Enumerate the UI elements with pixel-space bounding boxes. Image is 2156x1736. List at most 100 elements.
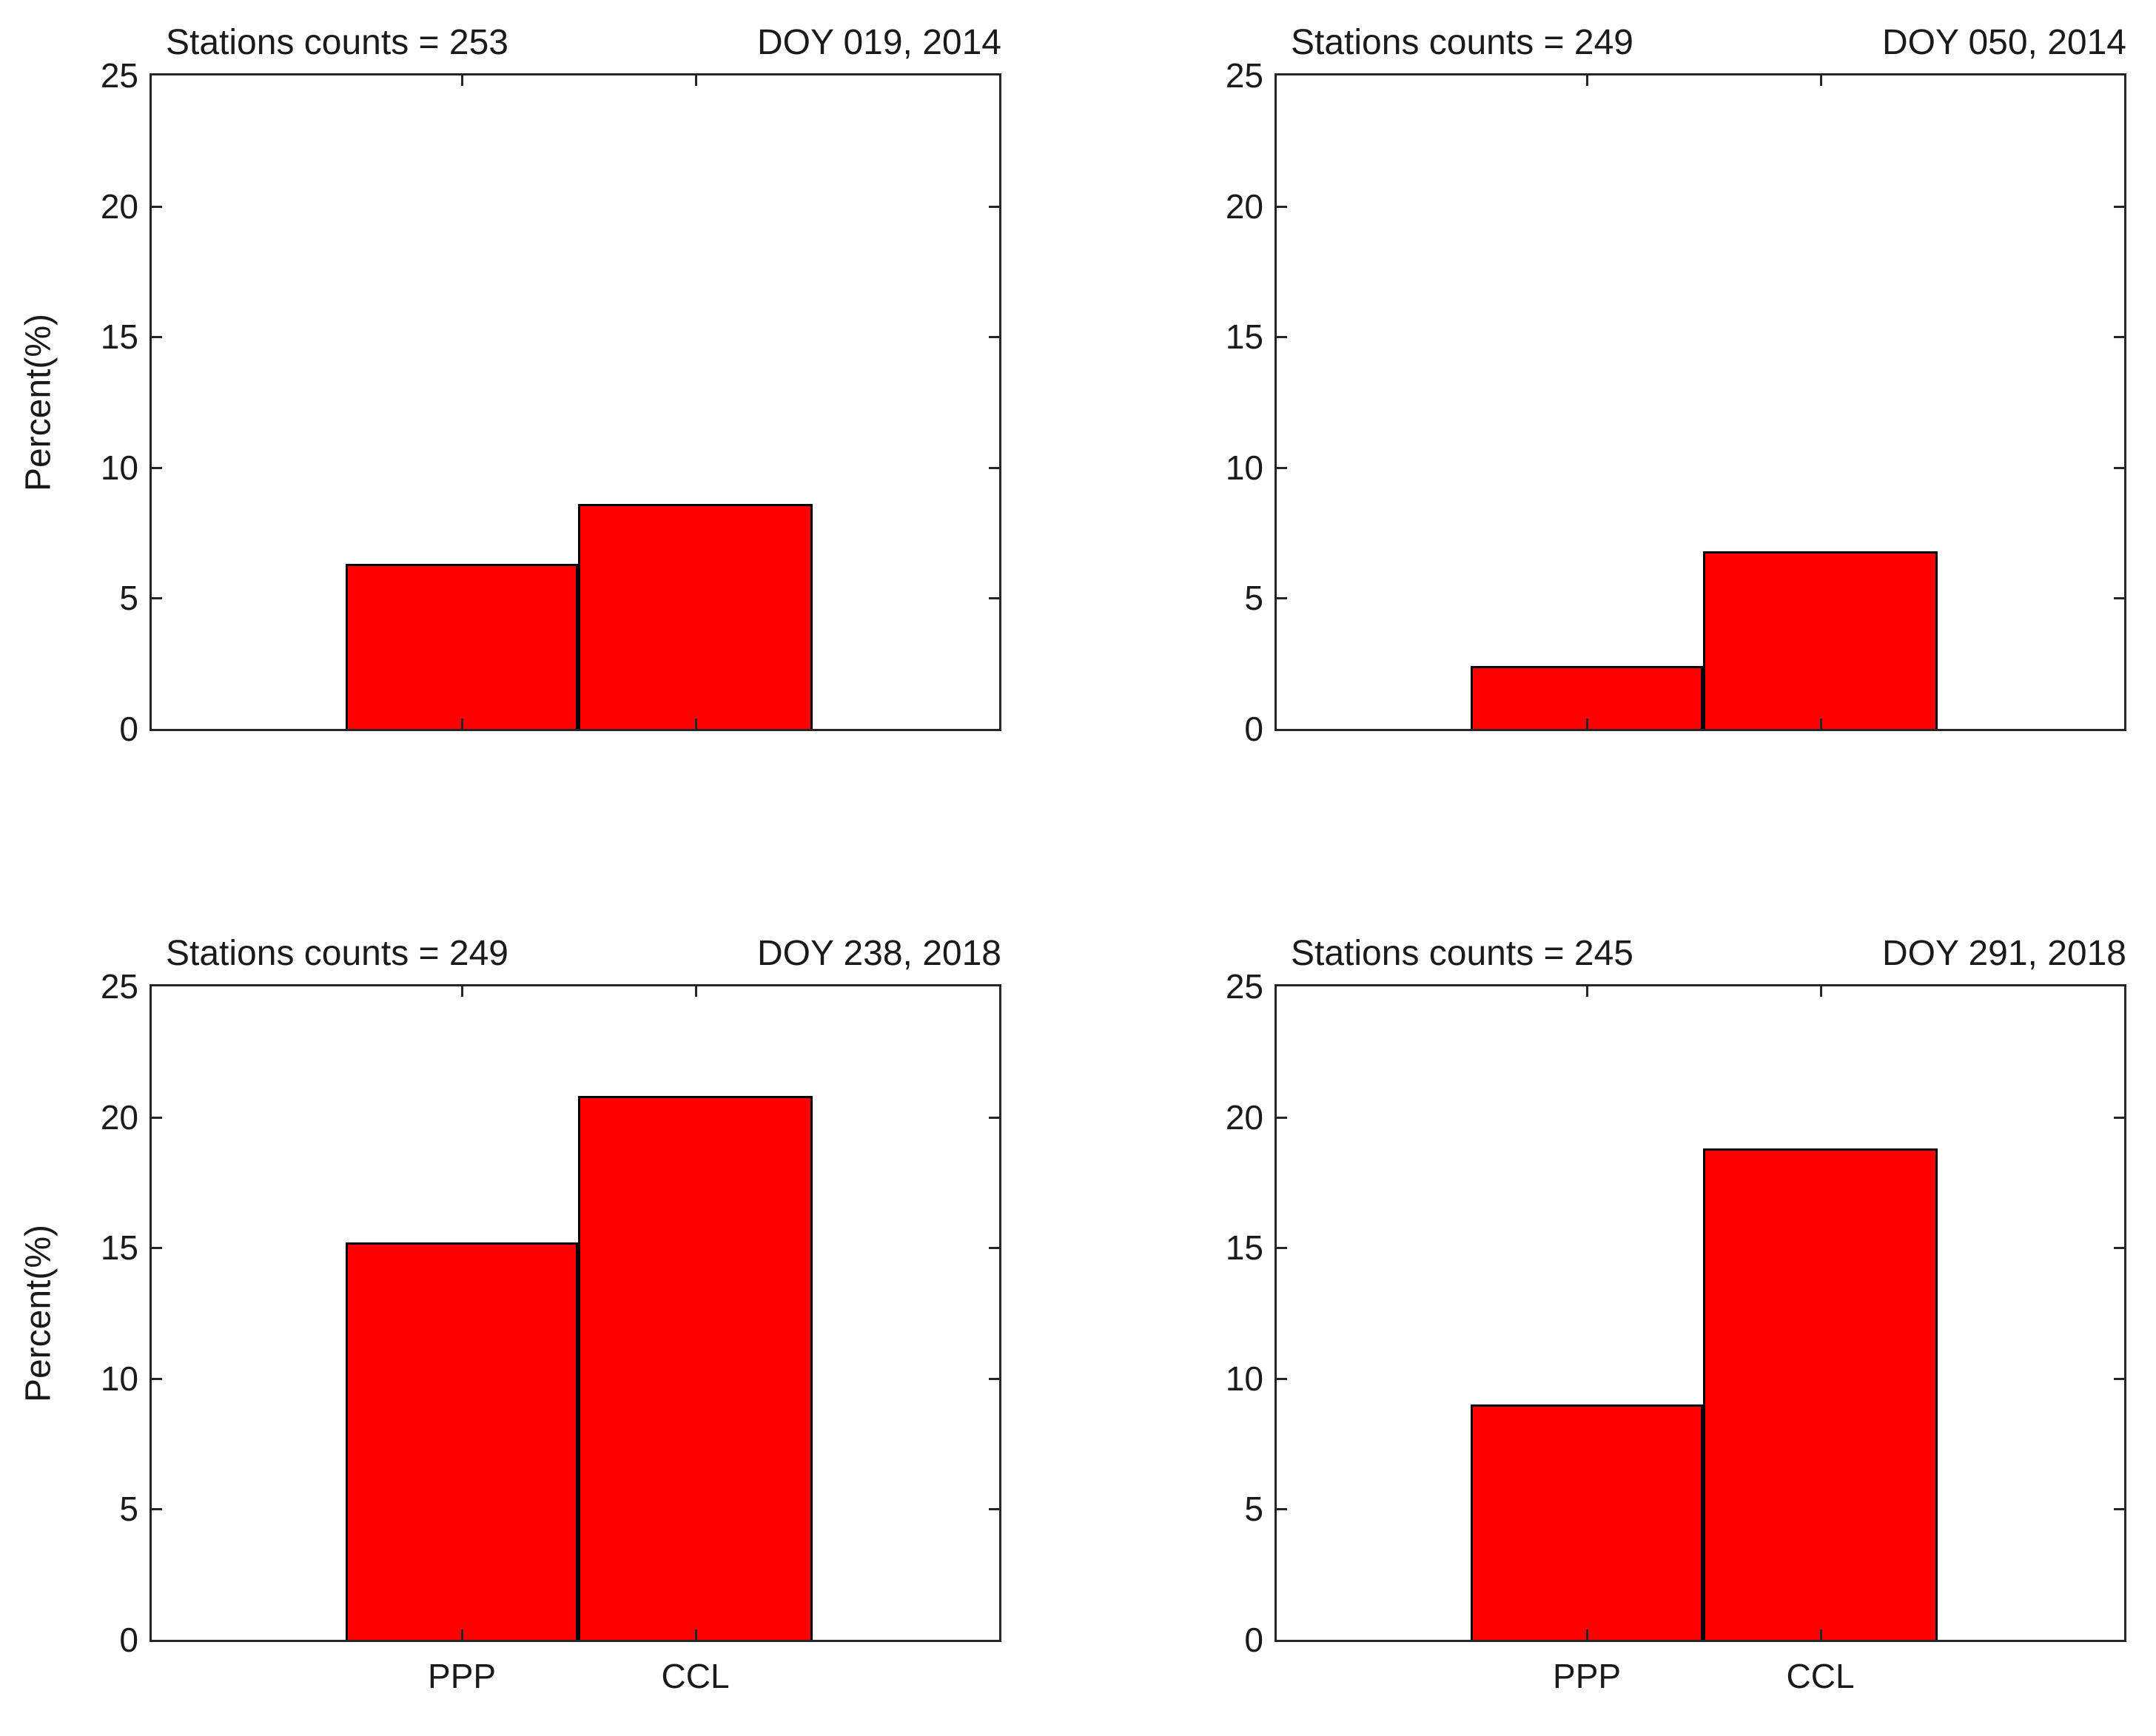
y-tick-label: 25 (100, 56, 138, 95)
y-tick-label: 15 (100, 317, 138, 357)
subplot-doy-238-2018: Stations counts = 249 DOY 238, 2018 Perc… (19, 934, 1001, 1693)
bar-ccl (577, 1096, 813, 1640)
y-tick-label: 25 (100, 967, 138, 1006)
y-tick-mark (2114, 597, 2124, 600)
x-tick-label-ccl: CCL (1786, 1657, 1855, 1695)
y-tick-label: 25 (1225, 56, 1263, 95)
y-tick-label: 20 (1225, 186, 1263, 226)
subplot-title: Stations counts = 249 DOY 050, 2014 (1275, 23, 2126, 63)
y-tick-mark (1277, 1247, 1287, 1250)
y-axis-label: Percent(%) (19, 313, 58, 491)
y-tick-label: 15 (1225, 1228, 1263, 1268)
x-tick-mark (461, 75, 464, 86)
y-tick-mark (152, 466, 162, 469)
stations-count-text: Stations counts = 249 (166, 934, 508, 974)
stations-count-text: Stations counts = 249 (1291, 23, 1633, 63)
bar-ppp (346, 1242, 578, 1640)
y-tick-mark (989, 1116, 999, 1119)
x-tick-mark (1819, 719, 1822, 729)
y-tick-mark (152, 1116, 162, 1119)
y-tick-mark (1277, 1508, 1287, 1511)
doy-text: DOY 050, 2014 (1881, 23, 2126, 63)
x-tick-mark (694, 986, 697, 997)
y-tick-mark (2114, 1116, 2124, 1119)
bar-ccl (1702, 551, 1938, 729)
y-tick-label: 15 (1225, 317, 1263, 357)
stations-count-text: Stations counts = 245 (1291, 934, 1633, 974)
y-tick-label: 20 (100, 1097, 138, 1137)
y-tick-mark (1277, 336, 1287, 339)
y-tick-label: 20 (1225, 1097, 1263, 1137)
y-tick-label: 10 (1225, 448, 1263, 487)
y-tick-mark (989, 466, 999, 469)
x-tick-mark (694, 719, 697, 729)
y-tick-mark (989, 205, 999, 208)
bar-ccl (1702, 1148, 1938, 1640)
y-tick-mark (2114, 1247, 2124, 1250)
doy-text: DOY 238, 2018 (756, 934, 1001, 974)
y-tick-mark (2114, 336, 2124, 339)
subplot-doy-291-2018: Stations counts = 245 DOY 291, 2018 0 5 10… (1226, 934, 2126, 1693)
stations-count-text: Stations counts = 253 (166, 23, 508, 63)
x-tick-label-ccl: CCL (661, 1657, 730, 1695)
bar-ppp (1471, 1404, 1703, 1640)
x-tick-mark (694, 1629, 697, 1640)
y-tick-label: 20 (100, 186, 138, 226)
y-tick-mark (1277, 1377, 1287, 1380)
y-tick-label: 5 (119, 579, 138, 618)
subplot-title: Stations counts = 245 DOY 291, 2018 (1275, 934, 2126, 974)
plot-area: 0 5 10 15 20 25 (101, 58, 1001, 746)
y-tick-mark (989, 1247, 999, 1250)
y-tick-mark (152, 1508, 162, 1511)
y-tick-mark (989, 1508, 999, 1511)
y-tick-label: 10 (100, 1359, 138, 1398)
x-tick-mark (461, 986, 464, 997)
y-tick-mark (2114, 1508, 2124, 1511)
x-tick-mark (1586, 1629, 1589, 1640)
x-tick-mark (1819, 986, 1822, 997)
y-tick-label: 25 (1225, 967, 1263, 1006)
bar-ppp (1471, 666, 1703, 729)
y-tick-label: 0 (119, 1621, 138, 1659)
y-tick-mark (1277, 205, 1287, 208)
plot-area: 0 5 10 15 20 25 PPP CCL (101, 969, 1001, 1693)
y-tick-mark (2114, 205, 2124, 208)
plot-area: 0 5 10 15 20 25 (1226, 58, 2126, 746)
y-tick-mark (989, 597, 999, 600)
y-tick-label: 10 (1225, 1359, 1263, 1398)
y-tick-label: 0 (1244, 710, 1263, 748)
y-tick-label: 5 (1244, 1490, 1263, 1529)
x-tick-mark (694, 75, 697, 86)
y-tick-mark (989, 336, 999, 339)
x-tick-mark (1586, 75, 1589, 86)
y-tick-mark (152, 1247, 162, 1250)
x-tick-mark (1819, 75, 1822, 86)
y-tick-mark (152, 597, 162, 600)
x-tick-label-ppp: PPP (428, 1657, 497, 1695)
x-tick-mark (1819, 1629, 1822, 1640)
y-tick-mark (2114, 466, 2124, 469)
bar-ccl (577, 504, 813, 729)
subplot-title: Stations counts = 249 DOY 238, 2018 (150, 934, 1001, 974)
y-tick-label: 5 (119, 1490, 138, 1529)
bar-ppp (346, 564, 578, 729)
x-tick-mark (1586, 986, 1589, 997)
y-tick-mark (1277, 466, 1287, 469)
subplot-doy-050-2014: Stations counts = 249 DOY 050, 2014 0 5 10… (1226, 23, 2126, 746)
doy-text: DOY 019, 2014 (756, 23, 1001, 63)
y-tick-mark (152, 336, 162, 339)
x-tick-mark (1586, 719, 1589, 729)
y-tick-mark (1277, 1116, 1287, 1119)
y-tick-mark (2114, 1377, 2124, 1380)
x-tick-mark (461, 719, 464, 729)
x-tick-mark (461, 1629, 464, 1640)
doy-text: DOY 291, 2018 (1881, 934, 2126, 974)
subplot-doy-019-2014: Stations counts = 253 DOY 019, 2014 Perc… (19, 23, 1001, 746)
y-tick-label: 0 (119, 710, 138, 748)
plot-area: 0 5 10 15 20 25 PPP CCL (1226, 969, 2126, 1693)
y-tick-mark (152, 205, 162, 208)
y-tick-label: 15 (100, 1228, 138, 1268)
y-tick-mark (1277, 597, 1287, 600)
y-tick-mark (152, 1377, 162, 1380)
y-tick-label: 10 (100, 448, 138, 487)
